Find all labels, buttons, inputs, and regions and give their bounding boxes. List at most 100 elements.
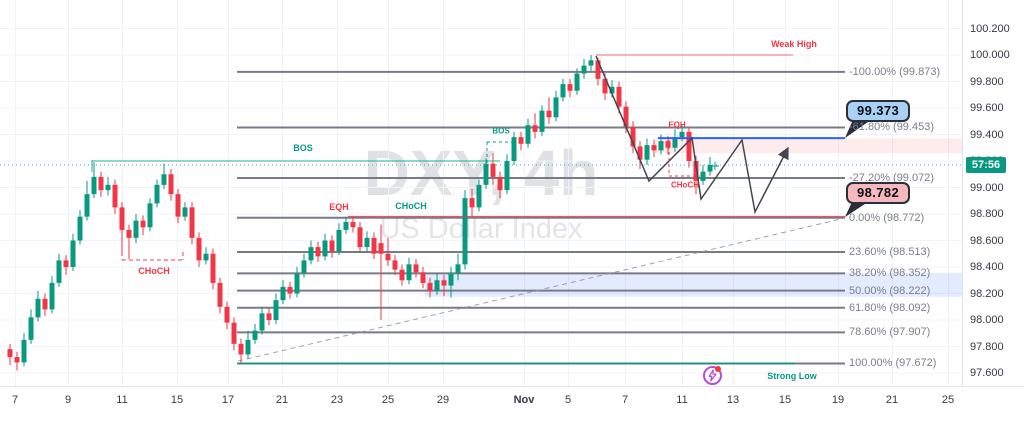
candle	[462, 190, 468, 270]
price-axis[interactable]: 57:56 100.200 100.000 99.800 99.600 99.400 99…	[962, 0, 1024, 386]
candle	[133, 214, 139, 244]
candle	[203, 247, 209, 265]
candle	[49, 276, 55, 314]
candle	[175, 188, 181, 224]
bar-countdown-badge: 57:56	[966, 156, 1006, 173]
candle	[28, 309, 34, 344]
time-axis-label: Nov	[513, 394, 535, 406]
candle	[112, 179, 118, 214]
time-axis-label: 25	[941, 394, 955, 406]
candle	[553, 90, 559, 122]
candle	[567, 78, 573, 98]
time-axis-label: 21	[885, 394, 899, 406]
candle	[371, 232, 377, 260]
candle	[7, 343, 13, 366]
structure-markers	[91, 140, 719, 261]
candle	[616, 81, 622, 114]
last-price-cross	[711, 162, 719, 170]
notification-dot	[715, 366, 721, 372]
candle	[630, 121, 636, 154]
candle	[364, 231, 370, 252]
time-axis-label: 11	[676, 394, 688, 406]
candle	[511, 131, 517, 165]
candle	[504, 154, 510, 195]
time-axis-label: 25	[381, 394, 395, 406]
candle	[252, 323, 258, 344]
candle	[259, 306, 265, 335]
time-axis-label: 11	[116, 394, 128, 406]
candle	[287, 281, 293, 299]
candle	[644, 138, 650, 165]
candle	[77, 210, 83, 245]
price-axis-label: 98.000	[970, 314, 1004, 326]
candle	[217, 277, 223, 314]
candle	[231, 317, 237, 351]
price-axis-label: 99.800	[970, 75, 1004, 88]
trendline-dashed[interactable]	[237, 217, 846, 362]
candle	[147, 198, 153, 232]
candle	[14, 351, 20, 371]
candle	[448, 267, 454, 298]
price-axis-label: 98.600	[970, 234, 1004, 247]
price-axis-label: 99.000	[970, 181, 1004, 194]
candle	[98, 171, 104, 197]
candle	[420, 267, 426, 289]
candle	[224, 301, 230, 330]
price-axis-label: 98.200	[970, 287, 1004, 300]
candle	[434, 273, 440, 295]
time-axis[interactable]: 7 9 11 15 17 21 23 25 29 Nov 5 7 11 13 15 19 21 25	[0, 386, 1024, 423]
chart-canvas[interactable]	[0, 0, 962, 386]
flash-action-button[interactable]	[703, 366, 722, 385]
candle	[21, 333, 27, 367]
candle	[413, 259, 419, 278]
candle	[392, 255, 398, 275]
candle	[84, 180, 90, 221]
lightning-icon	[708, 369, 717, 382]
candle	[497, 171, 503, 199]
candle	[210, 248, 216, 290]
candle	[301, 253, 307, 278]
candle	[357, 221, 363, 253]
candle	[182, 202, 188, 221]
time-axis-label: 7	[621, 394, 629, 406]
candle	[707, 157, 713, 176]
time-axis-label: 15	[170, 394, 184, 406]
candle	[91, 162, 97, 199]
projection-zigzag[interactable]	[595, 55, 789, 215]
candle	[315, 241, 321, 262]
chart-plot[interactable]: DXY, 4h US Dollar Index BOS BOS EQH CHoCH CH…	[0, 0, 962, 386]
candle	[441, 274, 447, 297]
time-axis-label: 29	[436, 394, 450, 406]
candle	[308, 240, 314, 265]
candle	[266, 308, 272, 326]
candle	[126, 224, 132, 260]
candle	[245, 330, 251, 359]
candle	[70, 233, 76, 271]
level-lines[interactable]	[0, 54, 962, 365]
candle	[119, 202, 125, 254]
candle	[560, 78, 566, 102]
candle	[483, 158, 489, 189]
candle	[546, 97, 552, 124]
candle	[574, 68, 580, 95]
candle	[378, 224, 384, 320]
candle	[469, 188, 475, 217]
candle	[490, 153, 496, 185]
time-axis-label: 19	[831, 394, 845, 406]
time-axis-label: 17	[221, 394, 235, 406]
candle	[154, 179, 160, 208]
candle	[637, 141, 643, 169]
price-callout-lower[interactable]: 98.782	[846, 182, 911, 204]
time-axis-label: 9	[64, 394, 72, 406]
price-callout-upper[interactable]: 99.373	[846, 100, 911, 122]
supply-zone-box	[655, 138, 962, 154]
candle	[343, 216, 349, 234]
candle	[189, 202, 195, 245]
candle	[56, 253, 62, 287]
bos-marker	[486, 141, 513, 167]
candle	[294, 267, 300, 298]
candle	[581, 58, 587, 79]
candle	[686, 126, 692, 168]
candle	[168, 168, 174, 201]
candle	[35, 290, 41, 322]
